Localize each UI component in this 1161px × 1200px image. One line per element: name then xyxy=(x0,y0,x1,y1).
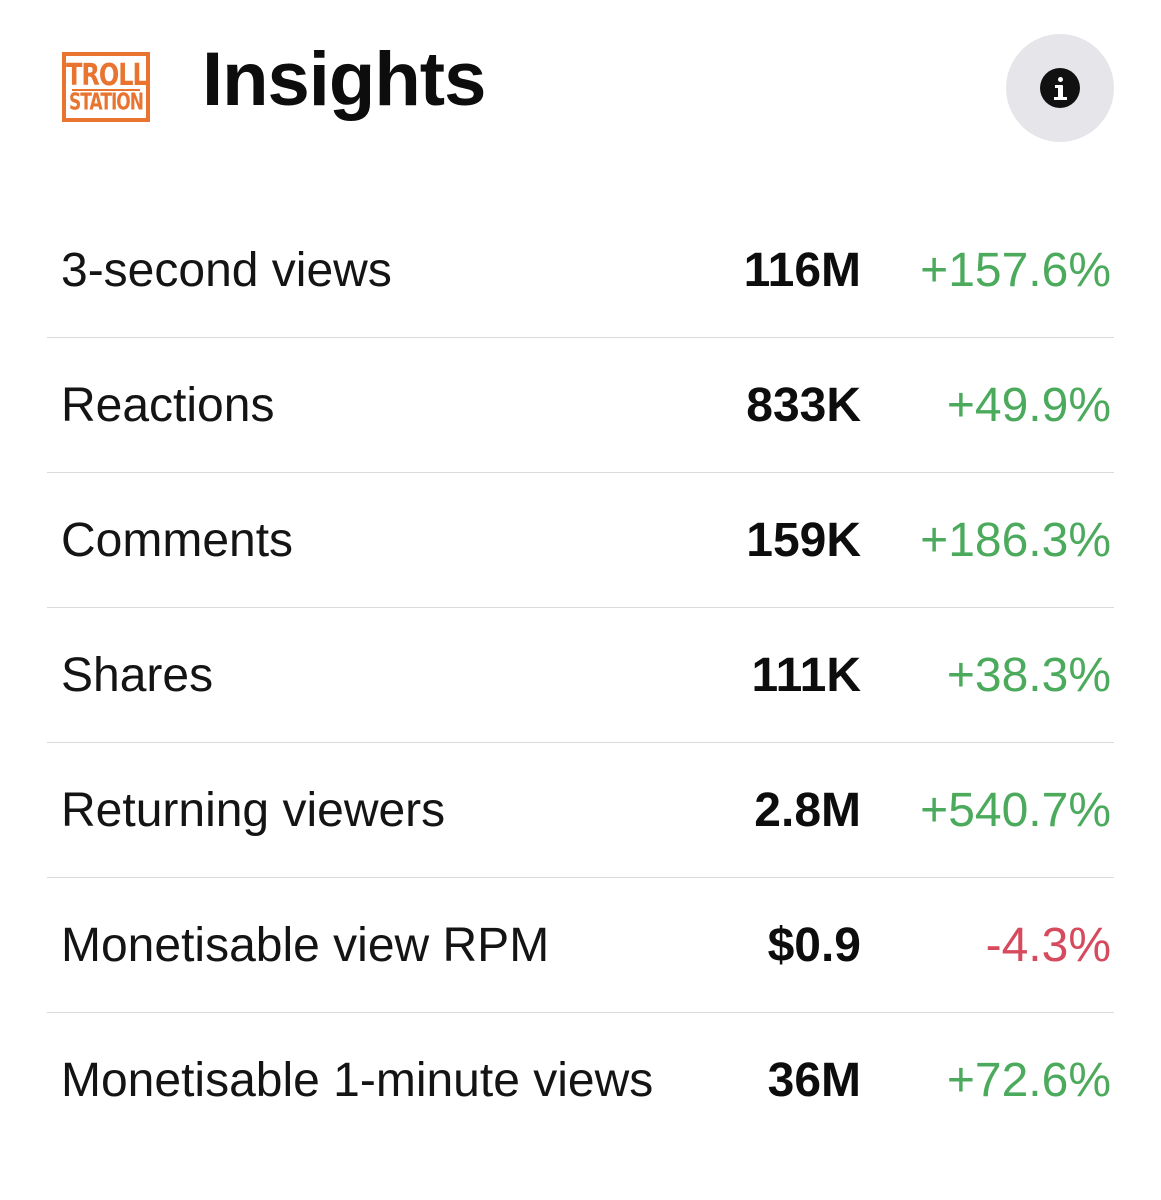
metric-value: 833K xyxy=(746,379,861,432)
metric-value: 2.8M xyxy=(754,784,861,837)
metric-change: -4.3% xyxy=(985,919,1111,972)
troll-station-logo: TROLL STATION xyxy=(62,52,150,122)
metric-label: Comments xyxy=(61,514,294,567)
metric-value: $0.9 xyxy=(767,919,861,972)
metric-label: Reactions xyxy=(61,379,275,432)
metric-change: +186.3% xyxy=(920,514,1111,567)
info-icon xyxy=(1040,68,1080,108)
metric-change: +72.6% xyxy=(946,1054,1111,1107)
metric-change: +540.7% xyxy=(920,784,1111,837)
metric-label: Returning viewers xyxy=(61,784,446,837)
logo-divider xyxy=(72,89,140,91)
metric-row: Shares 111K +38.3% xyxy=(47,608,1114,743)
metric-label: Monetisable view RPM xyxy=(61,919,550,972)
logo-text-troll: TROLL xyxy=(66,57,148,93)
metric-value: 159K xyxy=(746,514,861,567)
metric-row: 3-second views 116M +157.6% xyxy=(47,203,1114,338)
metric-row: Comments 159K +186.3% xyxy=(47,473,1114,608)
logo-text-station: STATION xyxy=(69,89,144,117)
metric-row: Monetisable view RPM $0.9 -4.3% xyxy=(47,878,1114,1013)
metrics-list: 3-second views 116M +157.6% Reactions 83… xyxy=(47,203,1114,1148)
metric-label: 3-second views xyxy=(61,244,392,297)
metric-label: Monetisable 1-minute views xyxy=(61,1054,654,1107)
metric-value: 116M xyxy=(743,244,861,297)
page-title: Insights xyxy=(202,37,486,122)
metric-value: 111K xyxy=(751,649,861,702)
page-header: TROLL STATION Insights xyxy=(0,0,1161,180)
metric-change: +157.6% xyxy=(920,244,1111,297)
metric-change: +49.9% xyxy=(946,379,1111,432)
metric-row: Reactions 833K +49.9% xyxy=(47,338,1114,473)
metric-row: Returning viewers 2.8M +540.7% xyxy=(47,743,1114,878)
metric-change: +38.3% xyxy=(946,649,1111,702)
metric-label: Shares xyxy=(61,649,214,702)
info-button[interactable] xyxy=(1006,34,1114,142)
metric-row: Monetisable 1-minute views 36M +72.6% xyxy=(47,1013,1114,1148)
metric-value: 36M xyxy=(767,1054,861,1107)
